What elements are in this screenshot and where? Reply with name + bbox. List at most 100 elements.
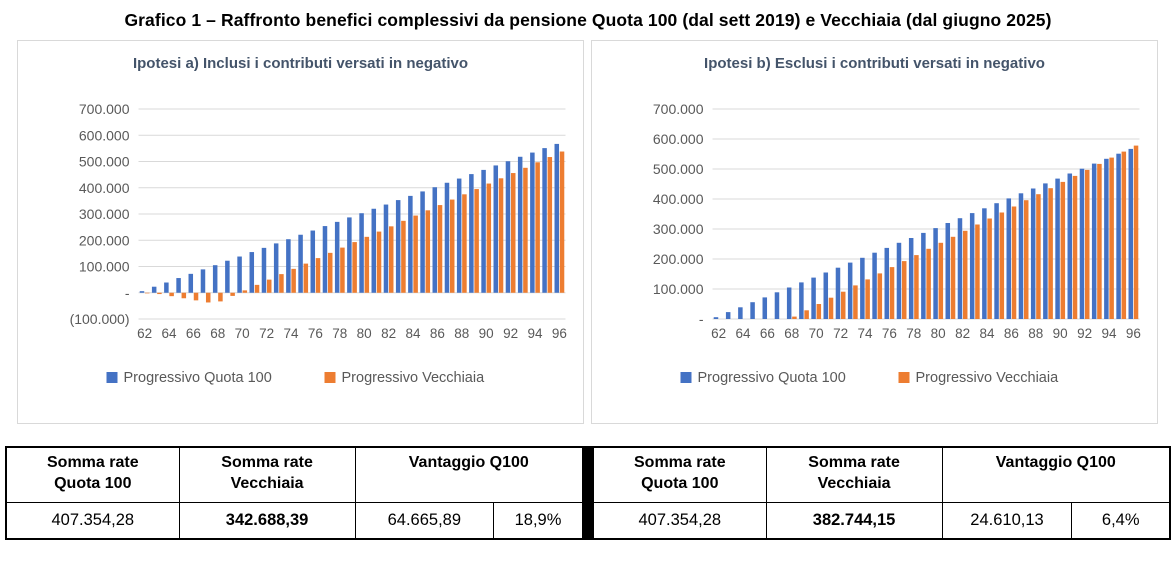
bar [840, 291, 846, 319]
chart-panel-ipotesi-b: Ipotesi b) Esclusi i contributi versati … [591, 40, 1158, 424]
svg-text:64: 64 [735, 326, 751, 341]
bar [315, 258, 321, 293]
bar [157, 292, 162, 295]
svg-text:300.000: 300.000 [653, 221, 704, 237]
bar [1097, 163, 1102, 319]
chart-panel-ipotesi-a: Ipotesi a) Inclusi i contributi versati … [17, 40, 584, 424]
bar [322, 226, 328, 293]
svg-text:92: 92 [1077, 326, 1092, 341]
bar [498, 178, 504, 293]
bar [559, 151, 565, 293]
bar [530, 152, 535, 293]
bar [456, 178, 462, 293]
svg-text:94: 94 [527, 326, 543, 341]
bar [376, 231, 382, 293]
bar [828, 297, 834, 319]
header-somma-rate-vecchiaia: Somma rate Vecchiaia [765, 446, 943, 503]
page-title: Grafico 1 – Raffronto benefici complessi… [124, 10, 1052, 30]
legend-swatch-quota100 [680, 372, 692, 383]
bar [945, 223, 951, 319]
bar [401, 220, 406, 293]
header-line: Quota 100 [641, 474, 719, 492]
bar [291, 268, 296, 293]
bar [164, 282, 169, 293]
chart-title-ipotesi-a: Ipotesi a) Inclusi i contributi versati … [132, 55, 469, 72]
bar [517, 156, 523, 293]
bar [811, 277, 816, 319]
header-somma-rate-quota100: Somma rate Quota 100 [592, 446, 767, 503]
svg-text:72: 72 [833, 326, 848, 341]
svg-text:74: 74 [283, 326, 299, 341]
bar [303, 263, 309, 293]
bar [725, 312, 731, 319]
bar [408, 195, 413, 293]
svg-text:200.000: 200.000 [79, 232, 130, 248]
bar-chart-ipotesi-b: 700.000 600.000 500.000 400.000 300.000 200.0… [653, 101, 1141, 386]
svg-text:78: 78 [906, 326, 921, 341]
bar [388, 226, 394, 293]
bar [1104, 158, 1109, 319]
bar [713, 317, 719, 319]
bar [1011, 206, 1017, 319]
bar [181, 292, 187, 299]
bar [762, 297, 768, 319]
bar [860, 257, 865, 319]
bar [999, 212, 1005, 319]
legend-swatch-vecchiaia [898, 372, 910, 383]
bar [523, 167, 528, 293]
bar [144, 292, 150, 294]
value-somma-quota100: 407.354,28 [592, 501, 767, 540]
bar [914, 255, 919, 319]
chart-panels-row: Ipotesi a) Inclusi i contributi versati … [17, 40, 1158, 424]
x-axis-labels: 62 64 66 68 70 72 74 76 78 80 82 84 86 88 90 92 94 96 [137, 326, 567, 341]
svg-text:88: 88 [1028, 326, 1043, 341]
chart-title-ipotesi-b: Ipotesi b) Esclusi i contributi versati … [704, 55, 1045, 72]
header-line: Vecchiaia [230, 474, 304, 492]
svg-text:96: 96 [552, 326, 567, 341]
bar [286, 239, 291, 293]
header-line: Quota 100 [54, 474, 132, 492]
svg-text:400.000: 400.000 [79, 180, 130, 196]
bar [212, 265, 218, 293]
svg-text:100.000: 100.000 [653, 281, 704, 297]
svg-text:500.000: 500.000 [79, 154, 130, 170]
svg-text:82: 82 [955, 326, 970, 341]
svg-text:700.000: 700.000 [79, 101, 130, 117]
table-value-row: 407.354,28 382.744,15 24.610,13 6,4% [592, 501, 1171, 540]
bar [792, 316, 797, 319]
header-somma-rate-quota100: Somma rate Quota 100 [5, 446, 180, 503]
series-quota100 [713, 148, 1134, 319]
bar [1116, 153, 1121, 319]
svg-text:600.000: 600.000 [79, 127, 130, 143]
bar [1091, 163, 1097, 319]
svg-text:86: 86 [430, 326, 445, 341]
header-line: Somma rate [221, 454, 313, 471]
svg-text:600.000: 600.000 [653, 131, 704, 147]
legend: Progressivo Quota 100 Progressivo Vecchia… [680, 370, 1059, 386]
bar-chart-ipotesi-a: 700.000 600.000 500.000 400.000 300.000 200.0… [70, 101, 567, 386]
header-line: Vantaggio Q100 [408, 454, 529, 471]
svg-text:84: 84 [979, 326, 995, 341]
value-somma-quota100: 407.354,28 [5, 501, 180, 540]
legend-label: Progressivo Vecchiaia [342, 370, 486, 386]
bar [865, 279, 870, 319]
bar [847, 262, 853, 319]
bar [1072, 175, 1078, 319]
table-header-row: Somma rate Quota 100 Somma rate Vecchiai… [5, 446, 584, 503]
bar [432, 187, 438, 293]
bar [249, 252, 255, 293]
svg-text:300.000: 300.000 [79, 206, 130, 222]
bar [481, 169, 486, 293]
bar [261, 247, 267, 293]
summary-table-ipotesi-b: Somma rate Quota 100 Somma rate Vecchiai… [592, 446, 1171, 540]
bar [352, 242, 357, 293]
svg-text:82: 82 [381, 326, 396, 341]
series-vecchiaia [792, 145, 1139, 319]
header-vantaggio-q100: Vantaggio Q100 [354, 446, 584, 503]
bar [151, 286, 157, 293]
bar [1006, 198, 1012, 319]
bar [786, 287, 792, 319]
series-vecchiaia [144, 151, 565, 303]
bar [1133, 145, 1139, 319]
bar [950, 236, 956, 319]
